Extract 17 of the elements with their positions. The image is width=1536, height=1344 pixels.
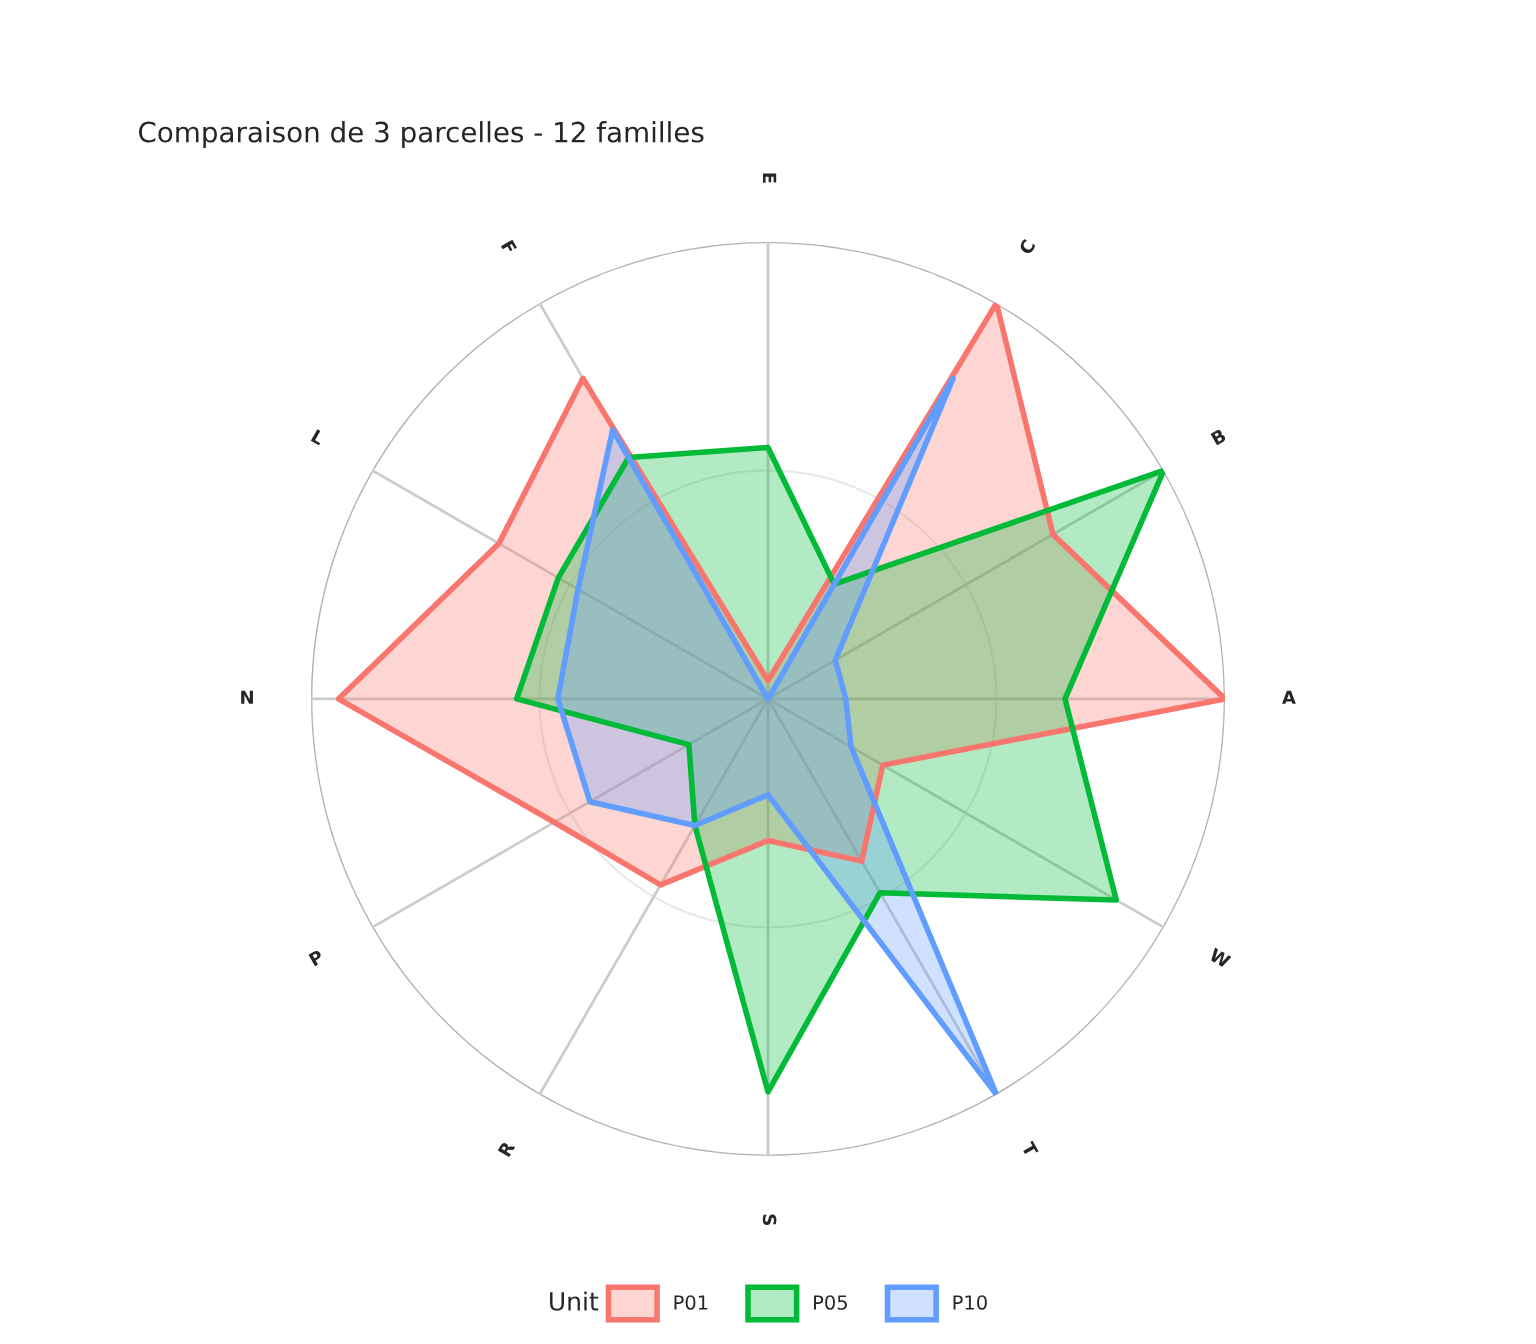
spoke-label: C [1018,238,1036,256]
spoke-label: L [310,429,326,446]
spoke-label: A [1282,690,1296,704]
spoke-label: R [497,1140,516,1158]
legend-label: P05 [814,1295,847,1310]
chart-title: Comparaison de 3 parcelles - 12 familles [138,121,704,148]
legend-label: P10 [953,1295,987,1310]
spoke-label: B [1210,428,1227,446]
spoke-label: S [762,1214,777,1225]
spoke-label: E [763,173,777,183]
spoke-label: P [308,949,325,967]
legend-label: P01 [674,1295,708,1310]
spoke-label: T [1021,1140,1039,1158]
spoke-label: F [500,239,517,255]
spoke-label: N [241,690,253,704]
legend-title: Unit [550,1291,599,1311]
spoke-label: W [1208,947,1232,969]
